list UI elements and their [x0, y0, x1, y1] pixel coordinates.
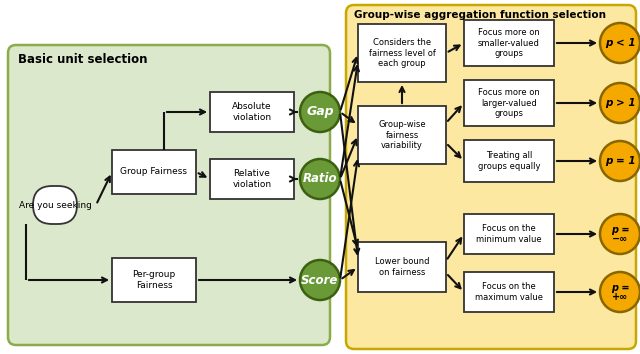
Text: p =: p = [611, 225, 629, 235]
Text: Score: Score [301, 274, 339, 286]
Text: Focus more on
smaller-valued
groups: Focus more on smaller-valued groups [478, 28, 540, 58]
Circle shape [600, 272, 640, 312]
Text: Are you seeking: Are you seeking [19, 200, 92, 210]
Text: Focus on the
minimum value: Focus on the minimum value [476, 224, 542, 244]
Circle shape [600, 23, 640, 63]
Text: +∞: +∞ [612, 292, 628, 302]
Bar [464, 80, 554, 126]
Text: Lower bound
on fairness: Lower bound on fairness [375, 257, 429, 277]
Text: Focus more on
larger-valued
groups: Focus more on larger-valued groups [478, 88, 540, 118]
Circle shape [600, 214, 640, 254]
Bar [464, 20, 554, 66]
Text: p < 1: p < 1 [605, 38, 636, 48]
Bar [464, 272, 554, 312]
Text: Group-wise
fairness
variability: Group-wise fairness variability [378, 120, 426, 150]
Text: Gap: Gap [306, 105, 334, 119]
Text: p > 1: p > 1 [605, 98, 636, 108]
Text: Absolute
violation: Absolute violation [232, 102, 272, 122]
Text: p =: p = [611, 283, 629, 293]
Circle shape [300, 92, 340, 132]
FancyBboxPatch shape [33, 186, 77, 224]
Text: Relative
violation: Relative violation [232, 169, 271, 189]
Bar [464, 214, 554, 254]
Text: p = 1: p = 1 [605, 156, 636, 166]
Text: Focus on the
maximum value: Focus on the maximum value [475, 282, 543, 302]
Circle shape [600, 83, 640, 123]
Text: Ratio: Ratio [303, 172, 337, 185]
FancyBboxPatch shape [346, 5, 636, 349]
FancyBboxPatch shape [8, 45, 330, 345]
Text: Group-wise aggregation function selection: Group-wise aggregation function selectio… [354, 10, 606, 20]
Bar [210, 92, 294, 132]
Text: Considers the
fairness level of
each group: Considers the fairness level of each gro… [369, 38, 435, 68]
Bar [112, 150, 196, 194]
Bar [358, 24, 446, 82]
Circle shape [300, 159, 340, 199]
Circle shape [300, 260, 340, 300]
Circle shape [600, 141, 640, 181]
Bar [358, 242, 446, 292]
Text: Per-group
Fairness: Per-group Fairness [132, 270, 175, 290]
Bar [210, 159, 294, 199]
Text: Group Fairness: Group Fairness [120, 167, 188, 177]
Text: Treating all
groups equally: Treating all groups equally [477, 151, 540, 171]
Bar [112, 258, 196, 302]
Bar [358, 106, 446, 164]
Text: Basic unit selection: Basic unit selection [18, 53, 147, 66]
Bar [464, 140, 554, 182]
Text: −∞: −∞ [612, 234, 628, 244]
